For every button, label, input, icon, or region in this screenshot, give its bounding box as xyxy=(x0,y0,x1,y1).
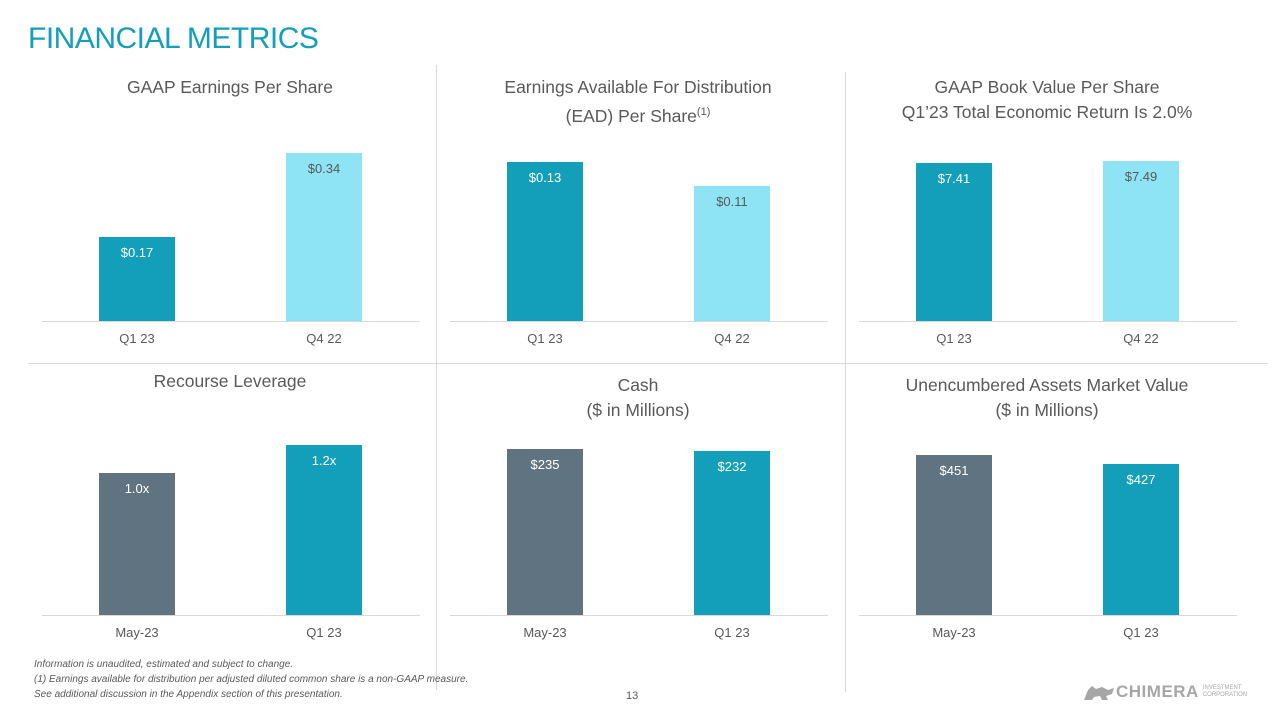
x-axis xyxy=(42,321,420,322)
bar xyxy=(286,153,362,321)
category-label: Q1 23 xyxy=(119,331,155,346)
data-label: $451 xyxy=(939,463,969,478)
chart-title-line1: Recourse Leverage xyxy=(153,371,307,391)
x-axis xyxy=(450,615,828,616)
data-label: 1.2x xyxy=(311,453,337,468)
category-label: Q4 22 xyxy=(1123,331,1159,346)
chart-title-line1: Cash xyxy=(617,375,659,395)
x-axis xyxy=(450,321,828,322)
chart-title-line2: ($ in Millions) xyxy=(995,400,1099,420)
page-number: 13 xyxy=(626,690,639,702)
bar xyxy=(694,186,770,321)
category-label: Q1 23 xyxy=(306,625,342,640)
chart-title: GAAP Book Value Per Share Q1’23 Total Eco… xyxy=(845,75,1249,125)
chart-title: GAAP Earnings Per Share xyxy=(28,75,432,100)
logo-line2: CORPORATION xyxy=(1202,692,1248,698)
divider xyxy=(845,72,846,692)
chimera-logo-icon xyxy=(1084,686,1114,700)
bar xyxy=(507,449,583,615)
category-label: Q4 22 xyxy=(714,331,750,346)
chart-panel: GAAP Book Value Per Share Q1’23 Total Eco… xyxy=(845,63,1253,363)
footnotes: Information is unaudited, estimated and … xyxy=(34,657,468,702)
bar xyxy=(286,445,362,615)
bar xyxy=(916,162,992,321)
data-label: $0.34 xyxy=(307,161,341,176)
logo-line1: INVESTMENT xyxy=(1202,685,1242,691)
chart-panel: Cash ($ in Millions) $235 May-23 $232 Q1 23 xyxy=(436,363,844,663)
chart-panel: GAAP Earnings Per Share $0.17 Q1 23 $0.34 Q4… xyxy=(28,63,436,363)
data-label: 1.0x xyxy=(124,481,150,497)
divider xyxy=(28,363,1268,364)
chart-title-line2: (EAD) Per Share(1) xyxy=(565,105,711,126)
footnote: See additional discussion in the Appendi… xyxy=(34,689,343,700)
x-axis xyxy=(42,615,420,616)
bar xyxy=(694,451,770,615)
chart-title-line1: Unencumbered Assets Market Value xyxy=(905,375,1189,395)
category-label: May-23 xyxy=(523,625,567,640)
category-label: Q1 23 xyxy=(936,331,972,346)
chart-title-line2: ($ in Millions) xyxy=(586,400,690,420)
data-label: $0.17 xyxy=(120,245,154,260)
chart-title: Earnings Available For Distribution (EAD)… xyxy=(436,75,840,129)
chart-title: Recourse Leverage xyxy=(28,369,432,394)
chart-title: Unencumbered Assets Market Value ($ in Mi… xyxy=(845,373,1249,423)
category-label: Q1 23 xyxy=(527,331,563,346)
x-axis xyxy=(859,615,1237,616)
category-label: May-23 xyxy=(115,625,159,640)
footnote: (1) Earnings available for distribution … xyxy=(34,674,469,685)
chart-title-line2: Q1’23 Total Economic Return Is 2.0% xyxy=(901,102,1193,122)
footnote: Information is unaudited, estimated and … xyxy=(34,659,294,670)
chart-title-line1: Earnings Available For Distribution xyxy=(504,77,772,97)
divider xyxy=(436,65,437,690)
chart-panel: Recourse Leverage 1.0x May-23 1.2x Q1 23 xyxy=(28,363,436,663)
chart-title: Cash ($ in Millions) xyxy=(436,373,840,423)
data-label: $232 xyxy=(717,459,747,475)
data-label: $0.11 xyxy=(716,194,748,210)
chart-title-line1: GAAP Book Value Per Share xyxy=(934,77,1160,97)
bar xyxy=(507,162,583,321)
category-label: Q4 22 xyxy=(306,331,342,346)
logo-name: CHIMERA xyxy=(1116,682,1199,701)
chart-panel: Earnings Available For Distribution (EAD)… xyxy=(436,63,844,363)
page-title: FINANCIAL METRICS xyxy=(28,22,319,55)
bar xyxy=(99,237,175,321)
data-label: $235 xyxy=(530,457,560,472)
bar xyxy=(1103,463,1179,615)
footnote-marker: (1) xyxy=(696,106,711,118)
chart-title-line1: GAAP Earnings Per Share xyxy=(127,77,333,97)
data-label: $7.41 xyxy=(937,170,971,186)
category-label: Q1 23 xyxy=(714,625,750,640)
data-label: $7.49 xyxy=(1124,169,1158,184)
category-label: May-23 xyxy=(932,625,976,640)
category-label: Q1 23 xyxy=(1123,625,1159,640)
company-logo: CHIMERA INVESTMENT CORPORATION xyxy=(1082,682,1247,702)
bar xyxy=(916,455,992,615)
data-label: $427 xyxy=(1126,471,1156,487)
bar xyxy=(99,473,175,615)
chart-panel: Unencumbered Assets Market Value ($ in Mi… xyxy=(845,363,1253,663)
x-axis xyxy=(859,321,1237,322)
bar xyxy=(1103,161,1179,321)
data-label: $0.13 xyxy=(528,170,562,185)
